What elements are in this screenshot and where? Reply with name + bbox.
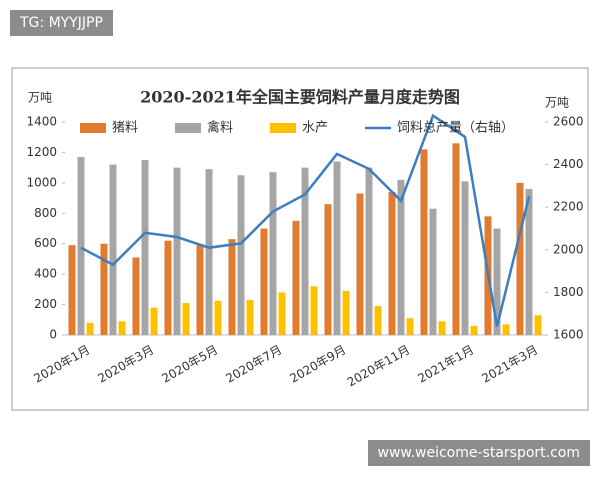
legend-label: 禽料 [207, 120, 233, 136]
y2-tick-label: 1800 [553, 285, 584, 299]
y-tick-label: 200 [34, 297, 57, 311]
y-tick-label: 1400 [26, 115, 57, 129]
bar [493, 228, 501, 335]
bar [342, 290, 350, 335]
bar [502, 324, 510, 335]
y-tick-label: 600 [34, 236, 57, 250]
legend-swatch [80, 123, 106, 133]
line [80, 113, 531, 327]
y-tick-label: 0 [49, 328, 57, 342]
bar [397, 179, 405, 335]
bar [205, 169, 213, 335]
bar [452, 143, 460, 335]
bar [269, 172, 277, 335]
chart-title: 2020-2021年全国主要饲料产量月度走势图 [140, 88, 460, 107]
overlay-label: TG: MYYJJPP [10, 10, 113, 36]
y-tick-label: 1000 [26, 175, 57, 189]
bar [438, 321, 446, 335]
bar [150, 307, 158, 335]
legend-swatch [270, 123, 296, 133]
y2-axis-label: 万吨 [545, 96, 569, 110]
bar [406, 318, 414, 335]
bar [182, 303, 190, 335]
bar [77, 156, 85, 335]
legend-label: 饲料总产量（右轴） [397, 121, 514, 136]
bar [516, 182, 524, 335]
bar [109, 164, 117, 335]
bar [196, 245, 204, 335]
y2-tick-label: 2600 [553, 115, 584, 129]
bar [237, 175, 245, 335]
bar [292, 220, 300, 335]
bar [132, 257, 140, 335]
y-tick-label: 400 [34, 267, 57, 281]
y2-tick-label: 1600 [553, 328, 584, 342]
y-axis-label: 万吨 [28, 91, 52, 105]
bar [470, 325, 478, 335]
bar [356, 193, 364, 335]
legend-label: 猪料 [112, 121, 138, 136]
bar [525, 188, 533, 335]
bar [228, 239, 236, 335]
bar [278, 292, 286, 335]
bar [141, 160, 149, 335]
legend-label: 水产 [302, 121, 328, 136]
bar [173, 167, 181, 335]
bar [260, 228, 268, 335]
bar [246, 300, 254, 335]
bar [86, 322, 94, 335]
y-tick-label: 800 [34, 206, 57, 220]
bar [420, 149, 428, 335]
bar [333, 161, 341, 335]
bar [534, 315, 542, 335]
bar [100, 243, 108, 335]
bar [68, 245, 76, 335]
y-tick-label: 1200 [26, 145, 57, 159]
bar [374, 306, 382, 335]
bar [310, 286, 318, 335]
bar [388, 191, 396, 335]
y2-tick-label: 2400 [553, 157, 584, 171]
bar [214, 300, 222, 335]
y2-tick-label: 2200 [553, 200, 584, 214]
bar [429, 208, 437, 335]
legend-swatch [175, 123, 201, 133]
bar [118, 321, 126, 335]
bar [324, 204, 332, 335]
bar [301, 167, 309, 335]
chart-frame [11, 67, 589, 411]
bar [164, 240, 172, 335]
y2-tick-label: 2000 [553, 242, 584, 256]
overlay-label: www.weicome-starsport.com [367, 440, 590, 466]
bar [461, 181, 469, 335]
bar [365, 167, 373, 335]
